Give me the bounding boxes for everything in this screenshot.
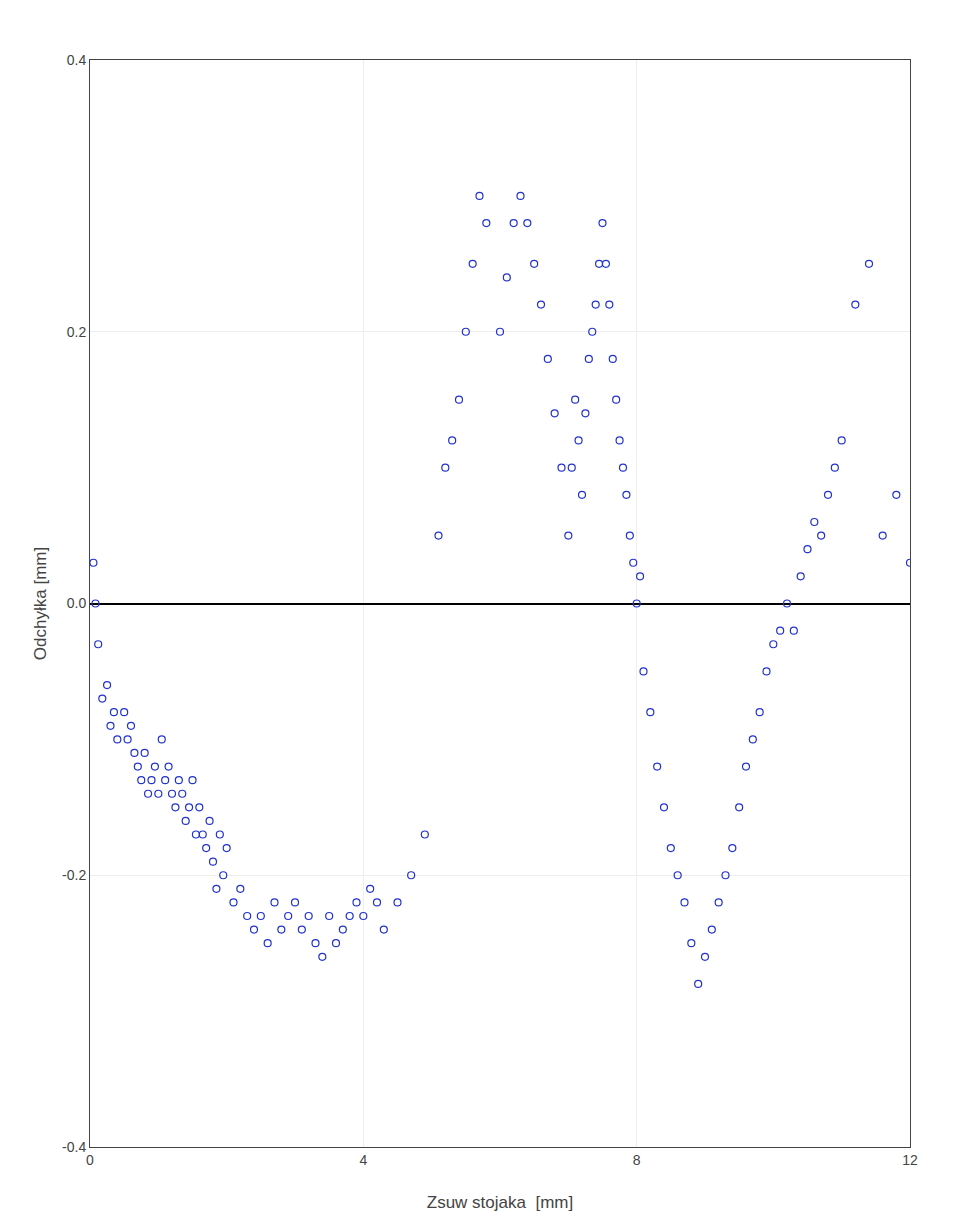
svg-text:8: 8 — [633, 1152, 641, 1168]
svg-text:0.0: 0.0 — [67, 595, 87, 611]
svg-text:0: 0 — [86, 1152, 94, 1168]
svg-text:12: 12 — [902, 1152, 918, 1168]
svg-text:0.2: 0.2 — [67, 324, 87, 340]
svg-text:-0.4: -0.4 — [62, 1139, 86, 1155]
svg-text:-0.2: -0.2 — [62, 867, 86, 883]
svg-text:Odchyłka [mm]: Odchyłka [mm] — [31, 547, 50, 660]
svg-text:4: 4 — [359, 1152, 367, 1168]
svg-text:0.4: 0.4 — [67, 52, 87, 68]
svg-text:Zsuw stojaka [mm]: Zsuw stojaka [mm] — [427, 1193, 573, 1212]
